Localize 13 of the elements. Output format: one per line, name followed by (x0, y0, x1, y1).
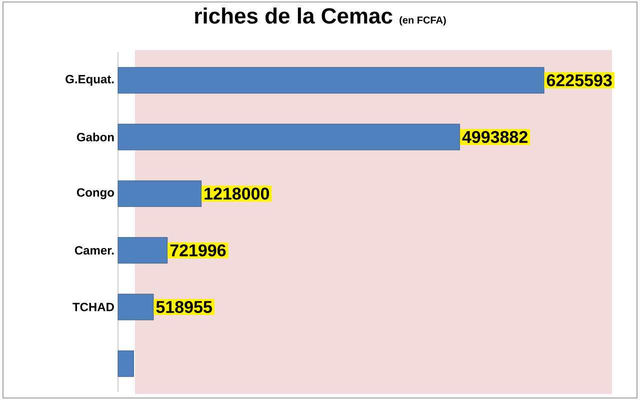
chart-subtitle: (en FCFA) (400, 16, 446, 26)
data-label: 4993882 (462, 130, 528, 144)
y-tick-label: TCHAD (72, 302, 114, 312)
bar (118, 350, 134, 377)
y-tick-label: Congo (76, 188, 114, 200)
chart-title: riches de la Cemac (195, 8, 392, 24)
data-label: 518955 (156, 300, 212, 314)
y-tick-label: Gabon (76, 132, 114, 142)
data-label: 721996 (170, 244, 226, 256)
data-label: 1218000 (204, 188, 270, 200)
y-tick-label: Camer. (74, 246, 114, 255)
data-label: 6225593 (546, 74, 612, 86)
y-tick-label: G.Equat. (66, 74, 114, 86)
